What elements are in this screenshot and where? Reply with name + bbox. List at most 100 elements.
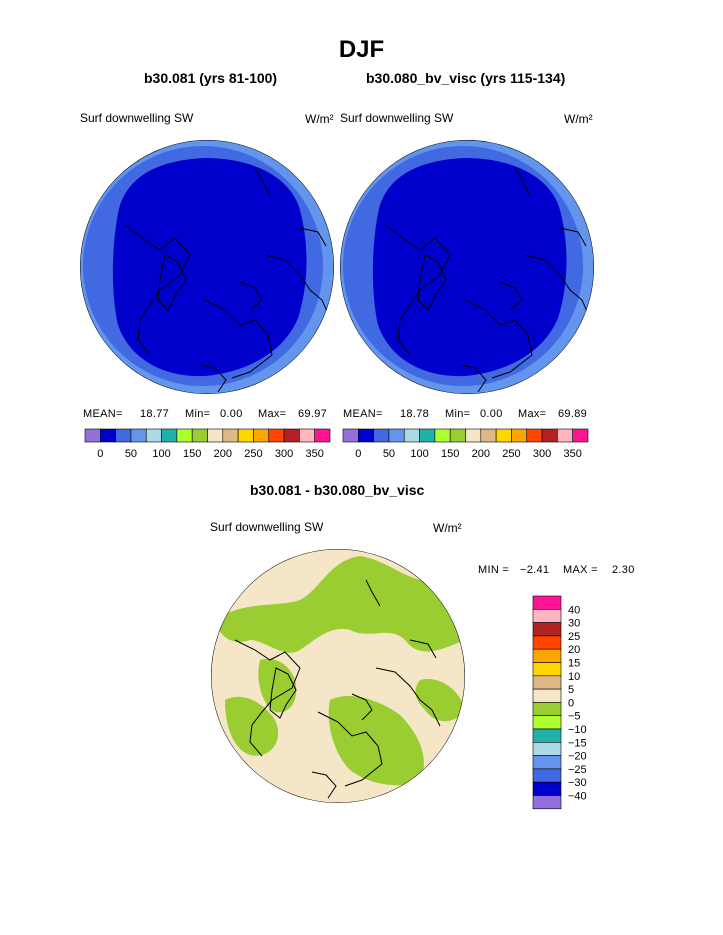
colorbar2-swatch bbox=[434, 428, 451, 443]
colorbar3-swatch bbox=[532, 675, 562, 690]
map2-plot bbox=[340, 140, 594, 394]
colorbar1-swatch bbox=[100, 428, 116, 443]
colorbar2-tick-label: 250 bbox=[502, 448, 520, 460]
colorbar3-level-label: 20 bbox=[568, 644, 580, 656]
colorbar3-level-label: −15 bbox=[568, 737, 587, 749]
colorbar3-swatch bbox=[532, 662, 562, 677]
colorbar1-swatch bbox=[283, 428, 300, 443]
page-title: DJF bbox=[338, 36, 385, 63]
colorbar1: 0 50 100 150 200 250 300 350 bbox=[84, 428, 331, 460]
panel1-min-label: Min= bbox=[185, 408, 211, 420]
map1-plot bbox=[80, 140, 334, 394]
colorbar1-swatch bbox=[115, 428, 132, 443]
colorbar3-swatch bbox=[532, 741, 562, 756]
panel1-field-label: Surf downwelling SW bbox=[80, 111, 194, 125]
colorbar2-swatch bbox=[403, 428, 420, 443]
colorbar1-tick-label: 300 bbox=[275, 448, 293, 460]
colorbar3-level-label: 5 bbox=[568, 684, 574, 696]
panel2-units: W/m² bbox=[564, 112, 593, 126]
colorbar1-tick-label: 200 bbox=[214, 448, 232, 460]
map1-central-zone bbox=[112, 158, 307, 377]
diff-min-label: MIN = bbox=[478, 564, 510, 576]
colorbar3-level-label: −20 bbox=[568, 751, 587, 763]
diff-max-value: 2.30 bbox=[612, 564, 635, 576]
colorbar1-swatch bbox=[161, 428, 178, 443]
colorbar1-tick-label: 250 bbox=[244, 448, 262, 460]
colorbar2-tick-label: 100 bbox=[410, 448, 428, 460]
colorbar2-tick-label: 0 bbox=[355, 448, 361, 460]
colorbar3-level-label: −40 bbox=[568, 791, 587, 803]
colorbar2-tick-label: 350 bbox=[564, 448, 582, 460]
panel1-title: b30.081 (yrs 81-100) bbox=[144, 70, 278, 86]
diff-min-value: −2.41 bbox=[520, 564, 550, 576]
colorbar3-swatch bbox=[532, 648, 562, 663]
colorbar3-swatch bbox=[532, 595, 562, 610]
panel2-min-label: Min= bbox=[445, 408, 471, 420]
colorbar3-level-label: −30 bbox=[568, 777, 587, 789]
colorbar3-level-label: −10 bbox=[568, 724, 587, 736]
colorbar2-swatch bbox=[511, 428, 528, 443]
map3-plot bbox=[211, 549, 465, 803]
panel2-field-label: Surf downwelling SW bbox=[340, 111, 454, 125]
colorbar2-tick-label: 50 bbox=[383, 448, 395, 460]
colorbar1-swatch bbox=[237, 428, 254, 443]
panel1-mean-value: 18.77 bbox=[140, 408, 170, 420]
colorbar2-swatch bbox=[358, 428, 374, 443]
colorbar3-swatch bbox=[532, 622, 562, 637]
colorbar1-tick-label: 150 bbox=[183, 448, 201, 460]
panel1-min-value: 0.00 bbox=[220, 408, 243, 420]
colorbar3-level-label: −25 bbox=[568, 764, 587, 776]
colorbar2-tick-label: 300 bbox=[533, 448, 551, 460]
colorbar1-tick-label: 350 bbox=[306, 448, 324, 460]
colorbar1-tick-label: 100 bbox=[152, 448, 170, 460]
map3-negative-zone-1 bbox=[215, 556, 465, 653]
colorbar1-swatch bbox=[191, 428, 208, 443]
colorbar3-level-label: 15 bbox=[568, 658, 580, 670]
map2-central-zone bbox=[372, 158, 567, 377]
panel2-mean-value: 18.78 bbox=[400, 408, 430, 420]
colorbar2-swatch bbox=[449, 428, 466, 443]
colorbar1-tick-label: 50 bbox=[125, 448, 137, 460]
panel2-title: b30.080_bv_visc (yrs 115-134) bbox=[366, 70, 566, 86]
colorbar3-level-label: 10 bbox=[568, 671, 580, 683]
colorbar2-swatch bbox=[480, 428, 497, 443]
panel1-max-value: 69.97 bbox=[298, 408, 328, 420]
colorbar2-tick-label: 200 bbox=[472, 448, 490, 460]
map3-negative-zone-3 bbox=[328, 695, 424, 786]
colorbar3-swatch bbox=[532, 635, 562, 650]
colorbar2-swatch bbox=[465, 428, 482, 443]
colorbar1-swatch bbox=[268, 428, 285, 443]
diff-max-label: MAX = bbox=[563, 564, 598, 576]
panel1-max-label: Max= bbox=[258, 408, 287, 420]
colorbar2-swatch bbox=[495, 428, 512, 443]
colorbar2-tick-label: 150 bbox=[441, 448, 459, 460]
colorbar1-swatch bbox=[84, 428, 101, 443]
map3-coastlines bbox=[234, 579, 441, 799]
panel2-max-label: Max= bbox=[518, 408, 547, 420]
colorbar2-swatch bbox=[419, 428, 436, 443]
map2-coastlines bbox=[384, 167, 591, 393]
colorbar1-swatch bbox=[222, 428, 239, 443]
colorbar3-swatch bbox=[532, 755, 562, 770]
colorbar3-swatch bbox=[532, 608, 562, 623]
diff-field-label: Surf downwelling SW bbox=[210, 520, 324, 534]
colorbar1-tick-label: 0 bbox=[97, 448, 103, 460]
colorbar3-swatch bbox=[532, 795, 562, 810]
colorbar1-swatch bbox=[314, 428, 331, 443]
panel2-max-value: 69.89 bbox=[558, 408, 588, 420]
colorbar2-swatch bbox=[342, 428, 359, 443]
colorbar3-level-label: 40 bbox=[568, 604, 580, 616]
map3-negative-zone-4 bbox=[415, 679, 465, 722]
colorbar2-swatch bbox=[557, 428, 573, 443]
colorbar3-level-label: 30 bbox=[568, 618, 580, 630]
colorbar2: 0 50 100 150 200 250 300 350 bbox=[342, 428, 589, 460]
colorbar3-swatch bbox=[532, 702, 562, 717]
colorbar3-level-label: 0 bbox=[568, 697, 574, 709]
colorbar1-swatch bbox=[207, 428, 224, 443]
colorbar3-swatch bbox=[532, 728, 562, 743]
diff-title: b30.081 - b30.080_bv_visc bbox=[250, 482, 425, 498]
panel2-min-value: 0.00 bbox=[480, 408, 503, 420]
colorbar2-swatch bbox=[526, 428, 543, 443]
